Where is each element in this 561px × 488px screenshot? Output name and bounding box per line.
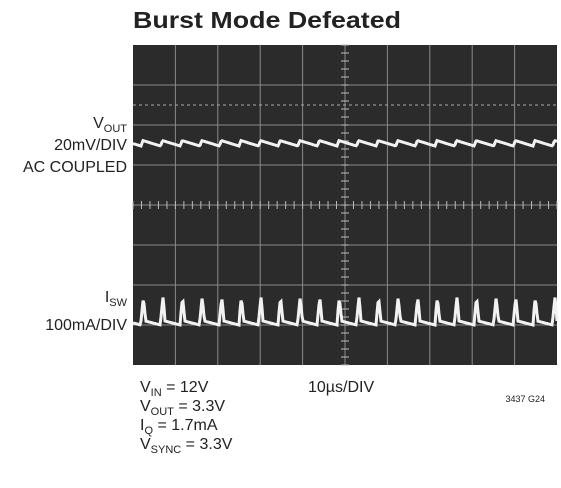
condition: VSYNC = 3.3V bbox=[140, 436, 233, 456]
subscript: SYNC bbox=[151, 444, 182, 456]
condition: VOUT = 3.3V bbox=[140, 398, 225, 418]
channel-label: VOUT bbox=[93, 115, 127, 135]
figure: Burst Mode Defeated VOUT 20mV/DIV AC COU… bbox=[0, 0, 561, 483]
subscript: SW bbox=[109, 297, 127, 309]
value: = 3.3V bbox=[174, 398, 225, 415]
title: Burst Mode Defeated bbox=[133, 7, 401, 33]
symbol: V bbox=[93, 115, 104, 132]
channel-scale: 20mV/DIV bbox=[54, 137, 127, 154]
subscript: IN bbox=[151, 387, 162, 399]
subscript: OUT bbox=[104, 123, 128, 135]
condition: VIN = 12V bbox=[140, 379, 209, 399]
symbol: V bbox=[140, 379, 151, 396]
value: = 3.3V bbox=[181, 436, 232, 453]
condition: IQ = 1.7mA bbox=[140, 417, 218, 437]
channel-label: ISW bbox=[105, 289, 128, 309]
timebase: 10µs/DIV bbox=[308, 379, 374, 396]
value: = 1.7mA bbox=[153, 417, 218, 434]
symbol: V bbox=[140, 436, 151, 453]
value: = 12V bbox=[162, 379, 209, 396]
figure-id: 3437 G24 bbox=[505, 394, 545, 404]
channel-coupling: AC COUPLED bbox=[23, 159, 127, 176]
channel-scale: 100mA/DIV bbox=[45, 317, 127, 334]
symbol: V bbox=[140, 398, 151, 415]
